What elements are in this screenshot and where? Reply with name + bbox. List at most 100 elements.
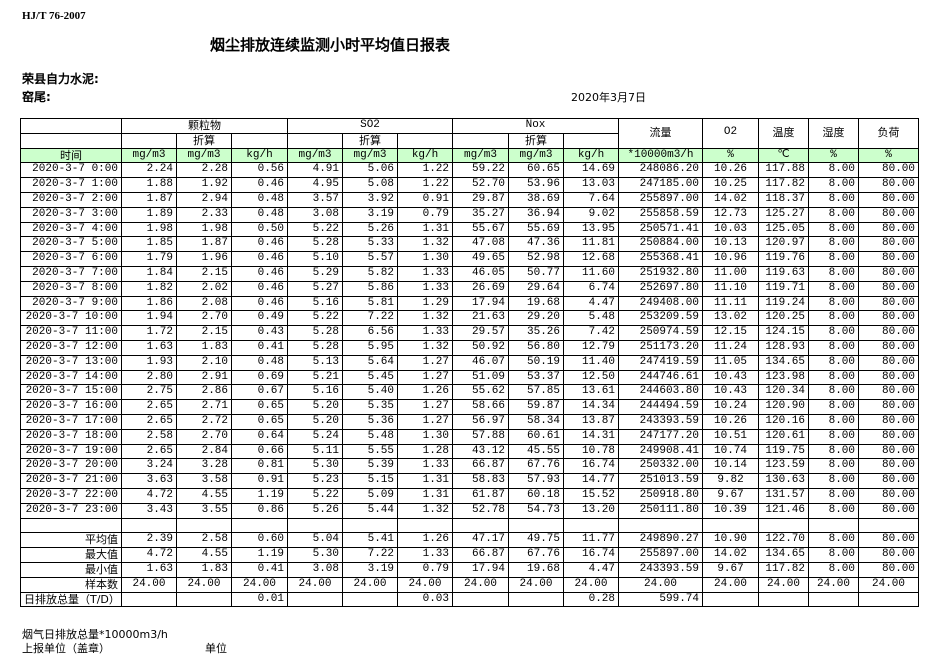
value-cell: 80.00 [858, 399, 920, 415]
value-cell: 8.00 [808, 177, 860, 193]
summary-value: 24.00 [508, 576, 565, 593]
empty-cell [563, 517, 620, 534]
value-cell: 0.66 [230, 443, 289, 460]
summary-value [858, 591, 920, 608]
value-cell: 5.48 [563, 310, 620, 327]
value-cell: 13.95 [563, 221, 620, 238]
value-cell: 8.00 [808, 221, 860, 238]
value-cell: 2.94 [176, 191, 232, 208]
value-cell: 80.00 [858, 369, 920, 386]
value-cell: 53.96 [508, 177, 565, 193]
empty-cell [452, 517, 510, 534]
value-cell: 46.07 [452, 354, 510, 371]
value-cell: 29.87 [452, 191, 510, 208]
value-cell: 125.05 [758, 221, 810, 238]
value-cell: 52.98 [508, 251, 565, 267]
value-cell: 8.00 [808, 265, 860, 282]
value-cell: 1.27 [397, 369, 454, 386]
value-cell: 9.82 [702, 473, 760, 489]
value-cell: 1.87 [176, 236, 232, 253]
header-row-converted: 折算 折算 折算 [20, 132, 919, 149]
summary-value: 9.67 [702, 561, 760, 578]
value-cell: 3.43 [121, 502, 177, 519]
value-cell: 9.67 [702, 487, 760, 504]
value-cell: 19.68 [508, 295, 565, 312]
value-cell: 1.82 [121, 280, 177, 297]
header-blank [287, 132, 344, 149]
value-cell: 5.24 [287, 428, 344, 445]
value-cell: 5.40 [342, 384, 399, 401]
value-cell: 80.00 [858, 310, 920, 327]
report-date: 2020年3月7日 [571, 91, 646, 104]
summary-label: 最大值 [20, 547, 122, 563]
table-row: 2020-3-7 20:00 3.24 3.28 0.81 5.30 5.39 1.33 66… [20, 458, 920, 475]
value-cell: 3.63 [121, 473, 177, 489]
value-cell: 0.91 [230, 473, 289, 489]
value-cell: 243393.59 [618, 413, 704, 430]
value-cell: 0.46 [230, 251, 289, 267]
empty-cell [121, 517, 177, 534]
summary-label: 最小值 [20, 561, 122, 578]
value-cell: 3.55 [176, 502, 232, 519]
report-table: 颗粒物 SO2 Nox 流量 O2 温度 湿度 负荷 折算 折算 折算 时间 m… [20, 118, 920, 608]
empty-cell [342, 517, 399, 534]
value-cell: 8.00 [808, 162, 860, 179]
time-cell: 2020-3-7 12:00 [20, 339, 122, 356]
value-cell: 251932.80 [618, 265, 704, 282]
header-blank [563, 132, 620, 149]
value-cell: 5.57 [342, 251, 399, 267]
unit-cell: % [858, 147, 920, 164]
value-cell: 247185.00 [618, 177, 704, 193]
summary-value: 4.72 [121, 547, 177, 563]
value-cell: 1.72 [121, 325, 177, 341]
value-cell: 12.15 [702, 325, 760, 341]
value-cell: 0.86 [230, 502, 289, 519]
value-cell: 80.00 [858, 280, 920, 297]
header-particulate: 颗粒物 [120, 118, 289, 134]
value-cell: 55.69 [508, 221, 565, 238]
value-cell: 13.61 [563, 384, 620, 401]
unit-cell: kg/h [397, 147, 454, 164]
time-cell: 2020-3-7 10:00 [20, 310, 122, 327]
value-cell: 134.65 [758, 354, 810, 371]
summary-value: 122.70 [758, 532, 810, 549]
value-cell: 0.46 [230, 265, 289, 282]
value-cell: 80.00 [858, 354, 920, 371]
summary-value [121, 591, 177, 608]
value-cell: 56.97 [452, 413, 510, 430]
value-cell: 13.03 [563, 177, 620, 193]
value-cell: 10.96 [702, 251, 760, 267]
table-row: 2020-3-7 18:00 2.58 2.70 0.64 5.24 5.48 1.30 57… [20, 428, 920, 445]
value-cell: 251173.20 [618, 339, 704, 356]
value-cell: 80.00 [858, 191, 920, 208]
value-cell: 4.95 [287, 177, 344, 193]
value-cell: 244746.61 [618, 369, 704, 386]
value-cell: 80.00 [858, 473, 920, 489]
header-flow: 流量 [618, 118, 704, 149]
value-cell: 10.78 [563, 443, 620, 460]
value-cell: 1.30 [397, 428, 454, 445]
value-cell: 57.93 [508, 473, 565, 489]
summary-value: 80.00 [858, 547, 920, 563]
value-cell: 8.00 [808, 399, 860, 415]
summary-label: 样本数 [20, 576, 122, 593]
summary-value [176, 591, 232, 608]
value-cell: 2.75 [121, 384, 177, 401]
value-cell: 0.67 [230, 384, 289, 401]
summary-label: 平均值 [20, 532, 122, 549]
value-cell: 8.00 [808, 487, 860, 504]
value-cell: 26.69 [452, 280, 510, 297]
summary-value [508, 591, 565, 608]
value-cell: 1.27 [397, 399, 454, 415]
value-cell: 12.73 [702, 206, 760, 223]
table-row: 2020-3-7 3:00 1.89 2.33 0.48 3.08 3.19 0.79 35.… [20, 206, 920, 223]
value-cell: 58.66 [452, 399, 510, 415]
value-cell: 3.28 [176, 458, 232, 475]
summary-value: 255897.00 [618, 547, 704, 563]
summary-value: 24.00 [342, 576, 399, 593]
value-cell: 46.05 [452, 265, 510, 282]
value-cell: 121.46 [758, 502, 810, 519]
summary-value: 2.39 [121, 532, 177, 549]
value-cell: 66.87 [452, 458, 510, 475]
time-cell: 2020-3-7 17:00 [20, 413, 122, 430]
